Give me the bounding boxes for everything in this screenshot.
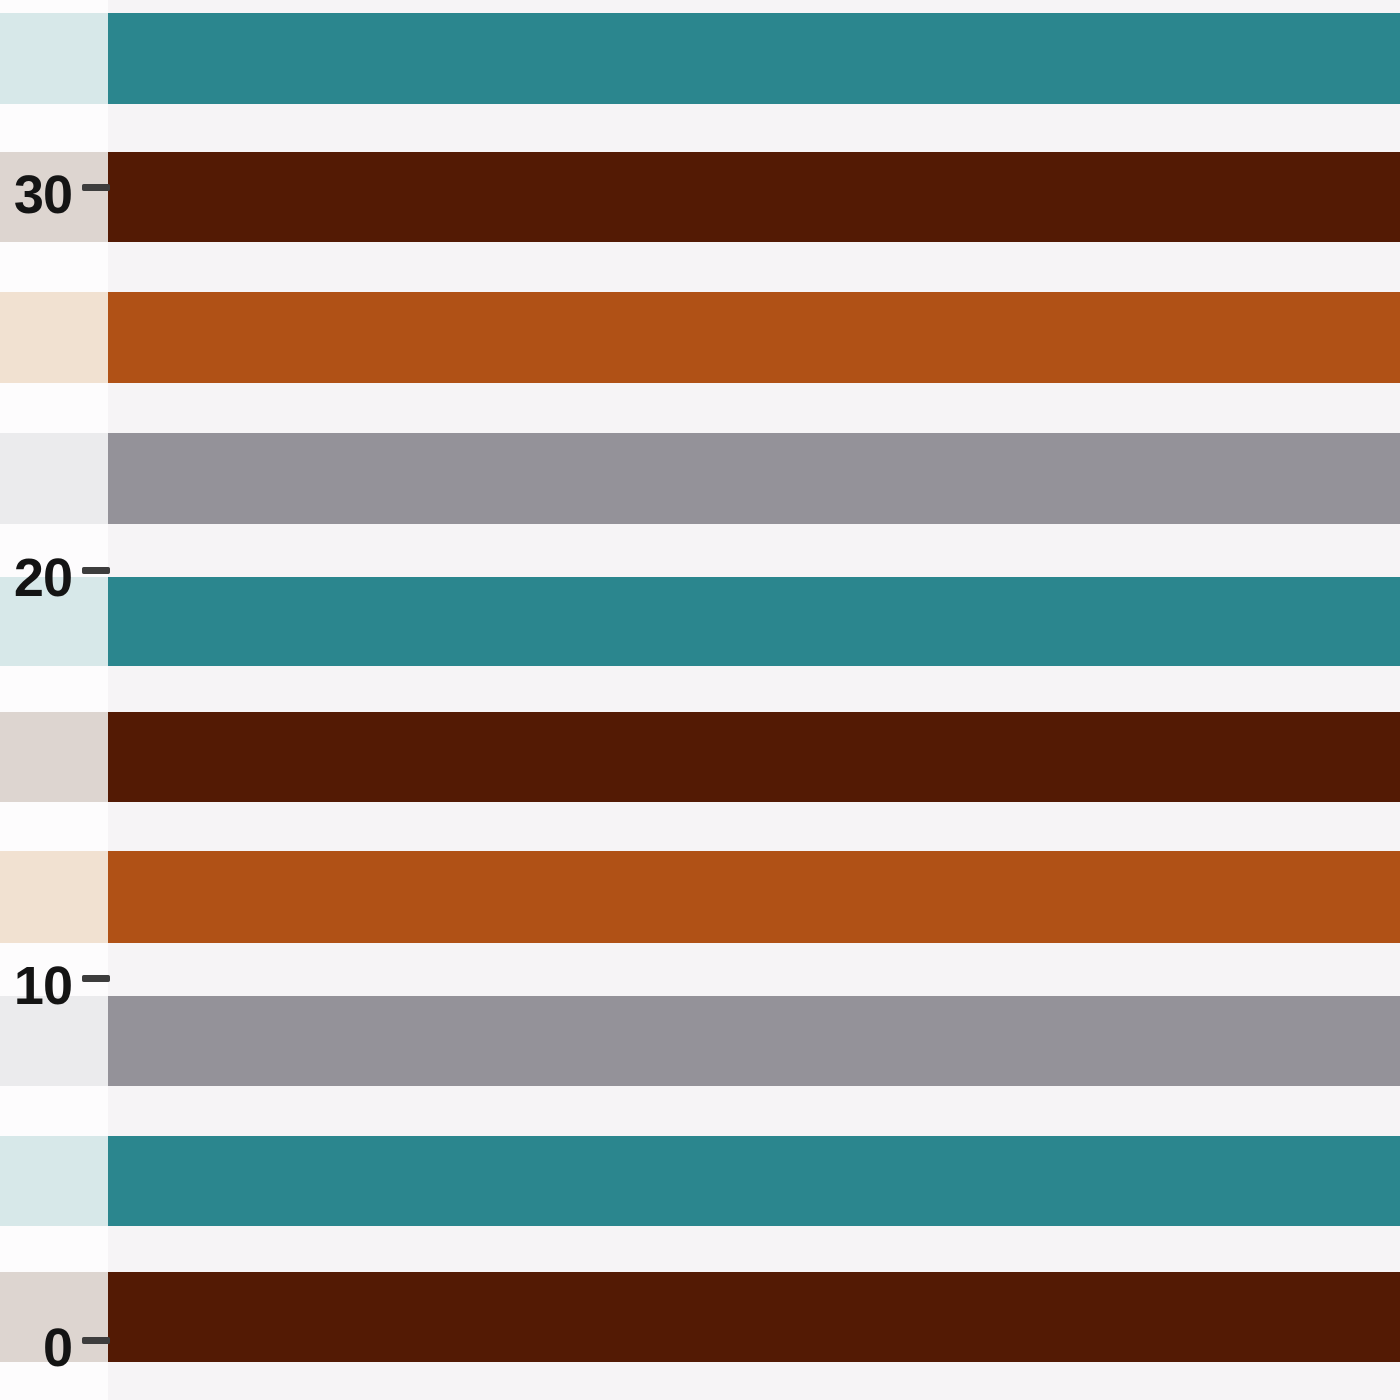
bar-orange [108, 292, 1400, 383]
bar-tint-strip-teal [0, 577, 108, 666]
bar-tint-strip-teal [0, 13, 108, 104]
y-axis-tick-label: 0 [42, 1317, 73, 1378]
y-axis-tick-mark [82, 1336, 110, 1344]
bar-tint-strip-teal [0, 1136, 108, 1226]
y-axis-tick-mark [82, 183, 110, 191]
y-axis-tick-label: 20 [13, 547, 73, 608]
bar-orange [108, 851, 1400, 943]
y-axis-tick-label: 10 [13, 955, 73, 1016]
bar-dark_brown [108, 152, 1400, 242]
bar-tint-strip-gray [0, 433, 108, 524]
y-axis-tick-mark [82, 566, 110, 574]
bar-tint-strip-dark_brown [0, 1272, 108, 1362]
bar-tint-strip-dark_brown [0, 152, 108, 242]
bar-teal [108, 1136, 1400, 1226]
y-axis-tick-label: 30 [13, 164, 73, 225]
bar-teal [108, 13, 1400, 104]
bar-gray [108, 433, 1400, 524]
bar-teal [108, 577, 1400, 666]
bar-dark_brown [108, 712, 1400, 802]
bar-gray [108, 996, 1400, 1086]
bar-dark_brown [108, 1272, 1400, 1362]
bar-tint-strip-orange [0, 851, 108, 943]
bar-tint-strip-gray [0, 996, 108, 1086]
bar-tint-strip-dark_brown [0, 712, 108, 802]
y-axis-tick-mark [82, 974, 110, 982]
bar-tint-strip-orange [0, 292, 108, 383]
